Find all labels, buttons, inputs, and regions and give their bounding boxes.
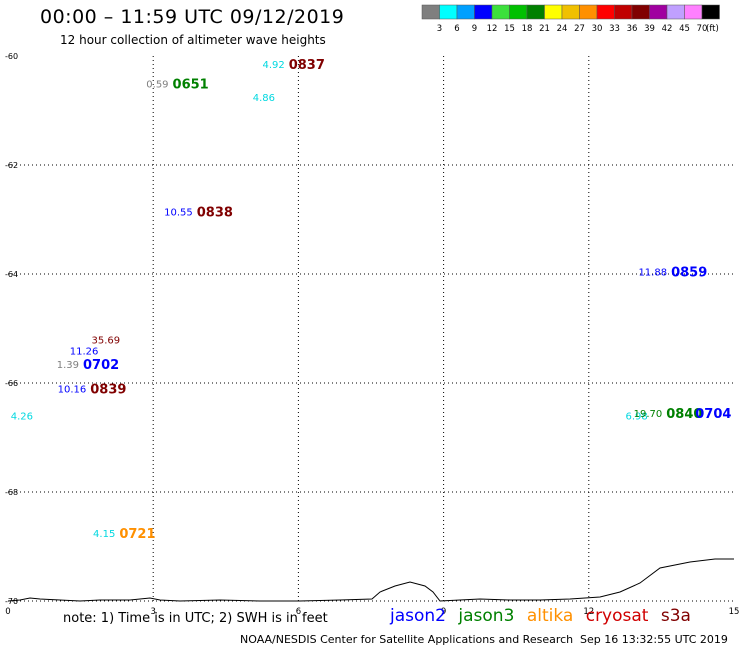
observation: 35.69	[92, 335, 121, 346]
observation: 19.70 0840	[634, 407, 703, 422]
pass-time: 0859	[671, 265, 707, 280]
scale-label: 27	[574, 24, 585, 34]
swh-value: 11.26	[70, 346, 99, 357]
lon-tick-label: 6	[296, 607, 301, 617]
pass-time: 0721	[119, 527, 155, 542]
swh-value: 35.69	[92, 335, 121, 346]
observation: 4.86	[253, 93, 275, 104]
scale-label: 42	[662, 24, 673, 34]
pass-time: 0651	[173, 77, 209, 92]
pass-time: 0704	[695, 407, 731, 422]
sat-s3a: s3a	[660, 606, 691, 626]
scale-label: 30	[592, 24, 603, 34]
lat-tick-label: -66	[5, 379, 18, 388]
scale-label: 15	[504, 24, 515, 34]
observation: 0.59 0651	[146, 77, 208, 92]
pass-time: 0838	[197, 205, 233, 220]
pass-time: 0702	[83, 358, 119, 373]
observation: 11.88 0859	[638, 265, 707, 280]
sat-altika: altika	[526, 606, 574, 626]
observation: 1.39 0702	[57, 358, 119, 373]
swh-value: 11.88	[638, 267, 667, 278]
antarctic-coastline	[7, 558, 734, 602]
sat-jason3: jason3	[458, 606, 515, 626]
swh-value: 19.70	[634, 409, 663, 420]
map-title: 00:00 – 11:59 UTC 09/12/2019	[40, 6, 345, 28]
pass-time: 0840	[666, 407, 702, 422]
lon-tick-label: 9	[441, 607, 446, 617]
footer-note: note: 1) Time is in UTC; 2) SWH is in fe…	[63, 611, 328, 626]
pass-time: 0837	[289, 58, 325, 73]
observation: 4.92 0837	[262, 58, 324, 73]
lon-tick-label: 12	[583, 607, 594, 617]
swh-value: 4.15	[93, 529, 115, 540]
swh-value: 1.39	[57, 360, 79, 371]
sat-cryosat: cryosat	[585, 606, 649, 626]
observation: 10.16 0839	[58, 382, 127, 397]
wave-height-color-scale: 3 6 9 12 15 18 21 24 27 30 33 36 39 42 45 70(ft)	[421, 4, 720, 34]
lat-tick-label: -64	[5, 270, 18, 279]
lat-lon-grid	[8, 56, 734, 602]
scale-label: 9	[472, 24, 477, 34]
lon-tick-label: 3	[150, 607, 155, 617]
lat-tick-label: -70	[5, 597, 18, 606]
swh-value: 4.86	[253, 93, 275, 104]
coastline-path	[7, 558, 734, 602]
scale-label: 70	[697, 24, 708, 34]
lon-tick-label: 15	[729, 607, 740, 617]
scale-label: 24	[557, 24, 568, 34]
scale-label: 33	[609, 24, 620, 34]
scale-unit: (ft)	[706, 24, 719, 34]
sat-jason2: jason2	[390, 606, 446, 626]
scale-label: 36	[627, 24, 638, 34]
scale-label: 6	[454, 24, 459, 34]
generated-timestamp: Sep 16 13:32:55 UTC 2019	[580, 633, 728, 646]
observation: 6.98	[625, 412, 647, 423]
observation: 11.26	[70, 346, 99, 357]
map-subtitle: 12 hour collection of altimeter wave hei…	[60, 33, 326, 47]
lat-tick-label: -60	[5, 52, 18, 61]
swh-value: 4.26	[11, 412, 33, 423]
observation: 10.55 0838	[164, 205, 233, 220]
scale-label: 39	[644, 24, 655, 34]
scale-label: 45	[679, 24, 690, 34]
axis-tick-labels: 0 3 6 9 12 15 -60 -62 -64 -66 -68 -70	[5, 52, 739, 617]
scale-swatch	[701, 4, 720, 20]
observation: 4.15 0721	[93, 527, 155, 542]
lat-tick-label: -68	[5, 488, 18, 497]
observation-labels: 4.92 0837 0.59 0651 4.86 10.55 0838 11.88 0859 35…	[11, 58, 732, 542]
pass-time: 0839	[90, 382, 126, 397]
credit-line: NOAA/NESDIS Center for Satellite Applica…	[240, 633, 574, 646]
lat-tick-label: -62	[5, 161, 18, 170]
scale-label: 3	[437, 24, 442, 34]
observation: 0704	[695, 407, 731, 422]
lon-tick-label: 0	[5, 607, 10, 617]
scale-label: 21	[539, 24, 550, 34]
observation: 4.26	[11, 412, 33, 423]
swh-value: 0.59	[146, 79, 168, 90]
satellite-legend: jason2 jason3 altika cryosat s3a	[390, 606, 698, 626]
swh-value: 10.16	[58, 384, 87, 395]
swh-value: 10.55	[164, 207, 193, 218]
scale-label: 18	[522, 24, 533, 34]
scale-label: 12	[487, 24, 498, 34]
swh-value: 6.98	[625, 412, 647, 423]
swh-value: 4.92	[262, 60, 284, 71]
